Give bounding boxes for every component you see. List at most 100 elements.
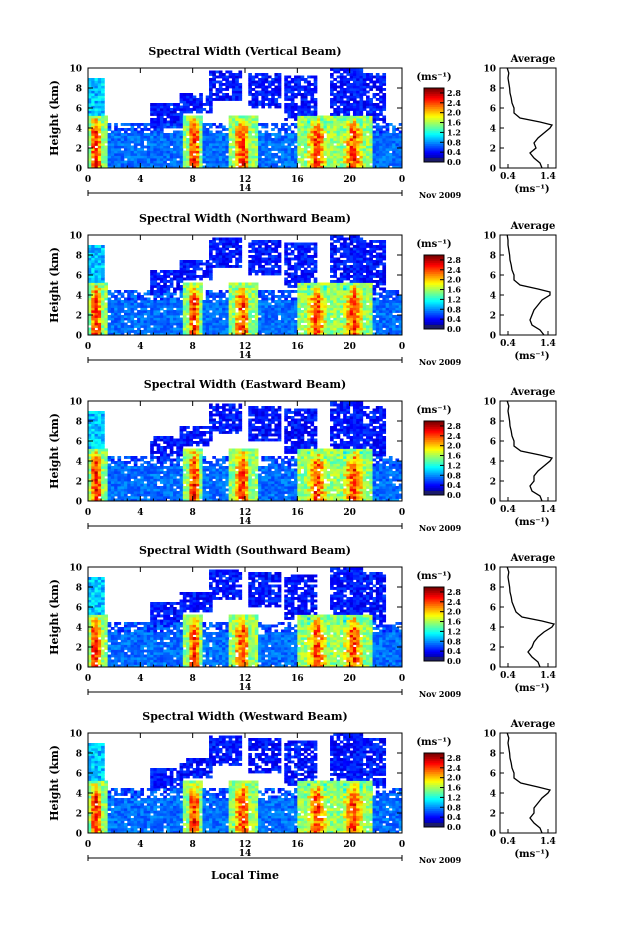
heatmap-cell — [333, 133, 337, 136]
heatmap-cell — [245, 305, 249, 308]
heatmap-cell — [307, 153, 311, 156]
heatmap-cell — [209, 317, 213, 321]
heatmap-cell — [235, 317, 239, 321]
heatmap-cell — [199, 148, 203, 151]
heatmap-cell — [362, 83, 367, 86]
heatmap-cell — [209, 125, 213, 129]
heatmap-cell — [241, 327, 246, 331]
heatmap-cell — [316, 325, 321, 328]
heatmap-cell — [182, 128, 187, 131]
heatmap-cell — [343, 140, 347, 144]
heatmap-cell — [156, 302, 161, 306]
heatmap-cell — [127, 315, 131, 318]
colorbar-swatch — [424, 141, 444, 144]
heatmap-cell — [91, 103, 95, 106]
heatmap-cell — [313, 252, 318, 256]
heatmap-cell — [366, 85, 370, 89]
heatmap-cell — [251, 295, 256, 298]
heatmap-cell — [238, 75, 243, 79]
heatmap-cell — [300, 247, 305, 251]
heatmap-cell — [362, 80, 367, 84]
heatmap-cell — [287, 312, 292, 316]
heatmap-cell — [316, 120, 321, 124]
profile-y-tick-label: 0 — [490, 165, 496, 175]
heatmap-cell — [362, 297, 367, 301]
heatmap-cell — [209, 272, 213, 276]
heatmap-cell — [352, 270, 357, 273]
heatmap-cell — [343, 260, 347, 263]
heatmap-cell — [205, 315, 210, 318]
heatmap-cell — [195, 148, 200, 151]
heatmap-cell — [153, 143, 158, 146]
heatmap-cell — [359, 297, 364, 301]
heatmap-cell — [251, 290, 256, 293]
heatmap-cell — [287, 148, 292, 151]
heatmap-cell — [195, 108, 200, 111]
heatmap-cell — [251, 287, 256, 291]
heatmap-cell — [130, 130, 135, 134]
heatmap-cell — [153, 300, 158, 303]
heatmap-cell — [225, 150, 230, 154]
heatmap-cell — [101, 160, 105, 164]
heatmap-cell — [254, 118, 259, 121]
heatmap-cell — [199, 123, 203, 126]
heatmap-cell — [218, 247, 223, 251]
heatmap-cell — [333, 310, 337, 313]
heatmap-cell — [150, 315, 154, 318]
heatmap-cell — [228, 297, 233, 301]
heatmap-cell — [251, 262, 256, 266]
heatmap-cell — [336, 330, 341, 333]
heatmap-cell — [346, 133, 351, 136]
heatmap-cell — [150, 113, 154, 116]
heatmap-cell — [163, 315, 167, 318]
heatmap-cell — [94, 285, 99, 288]
heatmap-cell — [225, 322, 230, 326]
heatmap-cell — [352, 135, 357, 139]
heatmap-cell — [320, 140, 324, 144]
heatmap-cell — [326, 307, 331, 311]
heatmap-cell — [107, 160, 112, 164]
heatmap-cell — [343, 290, 347, 293]
heatmap-cell — [362, 250, 367, 253]
heatmap-cell — [186, 143, 190, 146]
heatmap-cell — [189, 120, 194, 124]
heatmap-cell — [97, 297, 102, 301]
heatmap-cell — [336, 115, 341, 119]
heatmap-cell — [343, 307, 347, 311]
heatmap-cell — [179, 145, 184, 149]
heatmap-cell — [97, 325, 102, 328]
heatmap-cell — [379, 95, 383, 99]
heatmap-cell — [91, 317, 95, 321]
heatmap-cell — [277, 257, 282, 261]
heatmap-cell — [258, 123, 262, 126]
heatmap-cell — [313, 133, 318, 136]
heatmap-cell — [271, 98, 275, 101]
heatmap-cell — [385, 145, 390, 149]
heatmap-cell — [372, 120, 377, 124]
heatmap-cell — [271, 123, 275, 126]
heatmap-cell — [359, 120, 364, 124]
heatmap-cell — [209, 85, 213, 89]
heatmap-cell — [280, 125, 285, 129]
heatmap-cell — [228, 128, 233, 131]
heatmap-cell — [176, 130, 180, 134]
heatmap-cell — [212, 70, 216, 74]
heatmap-cell — [375, 103, 380, 106]
heatmap-cell — [169, 133, 174, 136]
heatmap-cell — [117, 330, 122, 333]
heatmap-cell — [127, 128, 131, 131]
heatmap-cell — [320, 312, 324, 316]
heatmap-cell — [356, 110, 360, 114]
heatmap-cell — [323, 160, 328, 164]
heatmap-cell — [212, 93, 216, 96]
heatmap-cell — [313, 307, 318, 311]
heatmap-cell — [195, 150, 200, 154]
heatmap-cell — [228, 118, 233, 121]
heatmap-cell — [326, 320, 331, 323]
heatmap-cell — [267, 158, 272, 161]
heatmap-cell — [199, 312, 203, 316]
heatmap-cell — [159, 158, 164, 161]
heatmap-cell — [101, 165, 105, 169]
heatmap-cell — [97, 150, 102, 154]
heatmap-cell — [359, 240, 364, 243]
